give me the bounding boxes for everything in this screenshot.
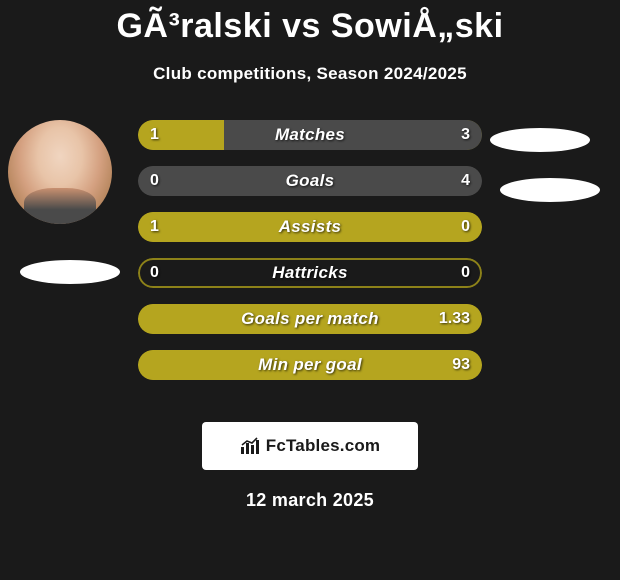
bar-row: Goals0 4 [138,166,482,196]
bar-value-left: 1 [150,120,159,150]
bar-value-left: 1 [150,212,159,242]
player-right-ellipse-1 [490,128,590,152]
bar-value-right: 93 [452,350,470,380]
bar-value-left: 0 [150,258,159,288]
bar-value-left: 0 [150,166,159,196]
promo-badge[interactable]: FcTables.com [202,422,418,470]
promo-text: FcTables.com [266,436,381,456]
badge-left-ellipse [20,260,120,284]
bar-value-right: 3 [461,120,470,150]
date-label: 12 march 2025 [0,490,620,511]
page-title: GÃ³ralski vs SowiÅ„ski [0,7,620,46]
bar-row: Matches1 3 [138,120,482,150]
promo-chart-icon [240,437,262,455]
comparison-area: Matches13Goals04Assists10Hattricks00Goal… [0,120,620,420]
subtitle: Club competitions, Season 2024/2025 [0,64,620,84]
bar-row: Min per goal93 [138,350,482,380]
bar-row: Assists1 0 [138,212,482,242]
bar-label: Min per goal [138,350,482,380]
bar-label: Matches [138,120,482,150]
bar-row: Goals per match1.33 [138,304,482,334]
player-right-ellipse-2 [500,178,600,202]
bar-value-right: 1.33 [439,304,470,334]
comparison-bars: Matches13Goals04Assists10Hattricks00Goal… [138,120,482,396]
bar-value-right: 0 [461,212,470,242]
bar-value-right: 4 [461,166,470,196]
player-left-avatar [8,120,112,224]
bar-label: Goals per match [138,304,482,334]
bar-value-right: 0 [461,258,470,288]
bar-label: Assists [138,212,482,242]
bar-label: Goals [138,166,482,196]
bar-label: Hattricks [138,258,482,288]
root: GÃ³ralski vs SowiÅ„ski Club competitions… [0,0,620,580]
bar-row: Hattricks0 0 [138,258,482,288]
